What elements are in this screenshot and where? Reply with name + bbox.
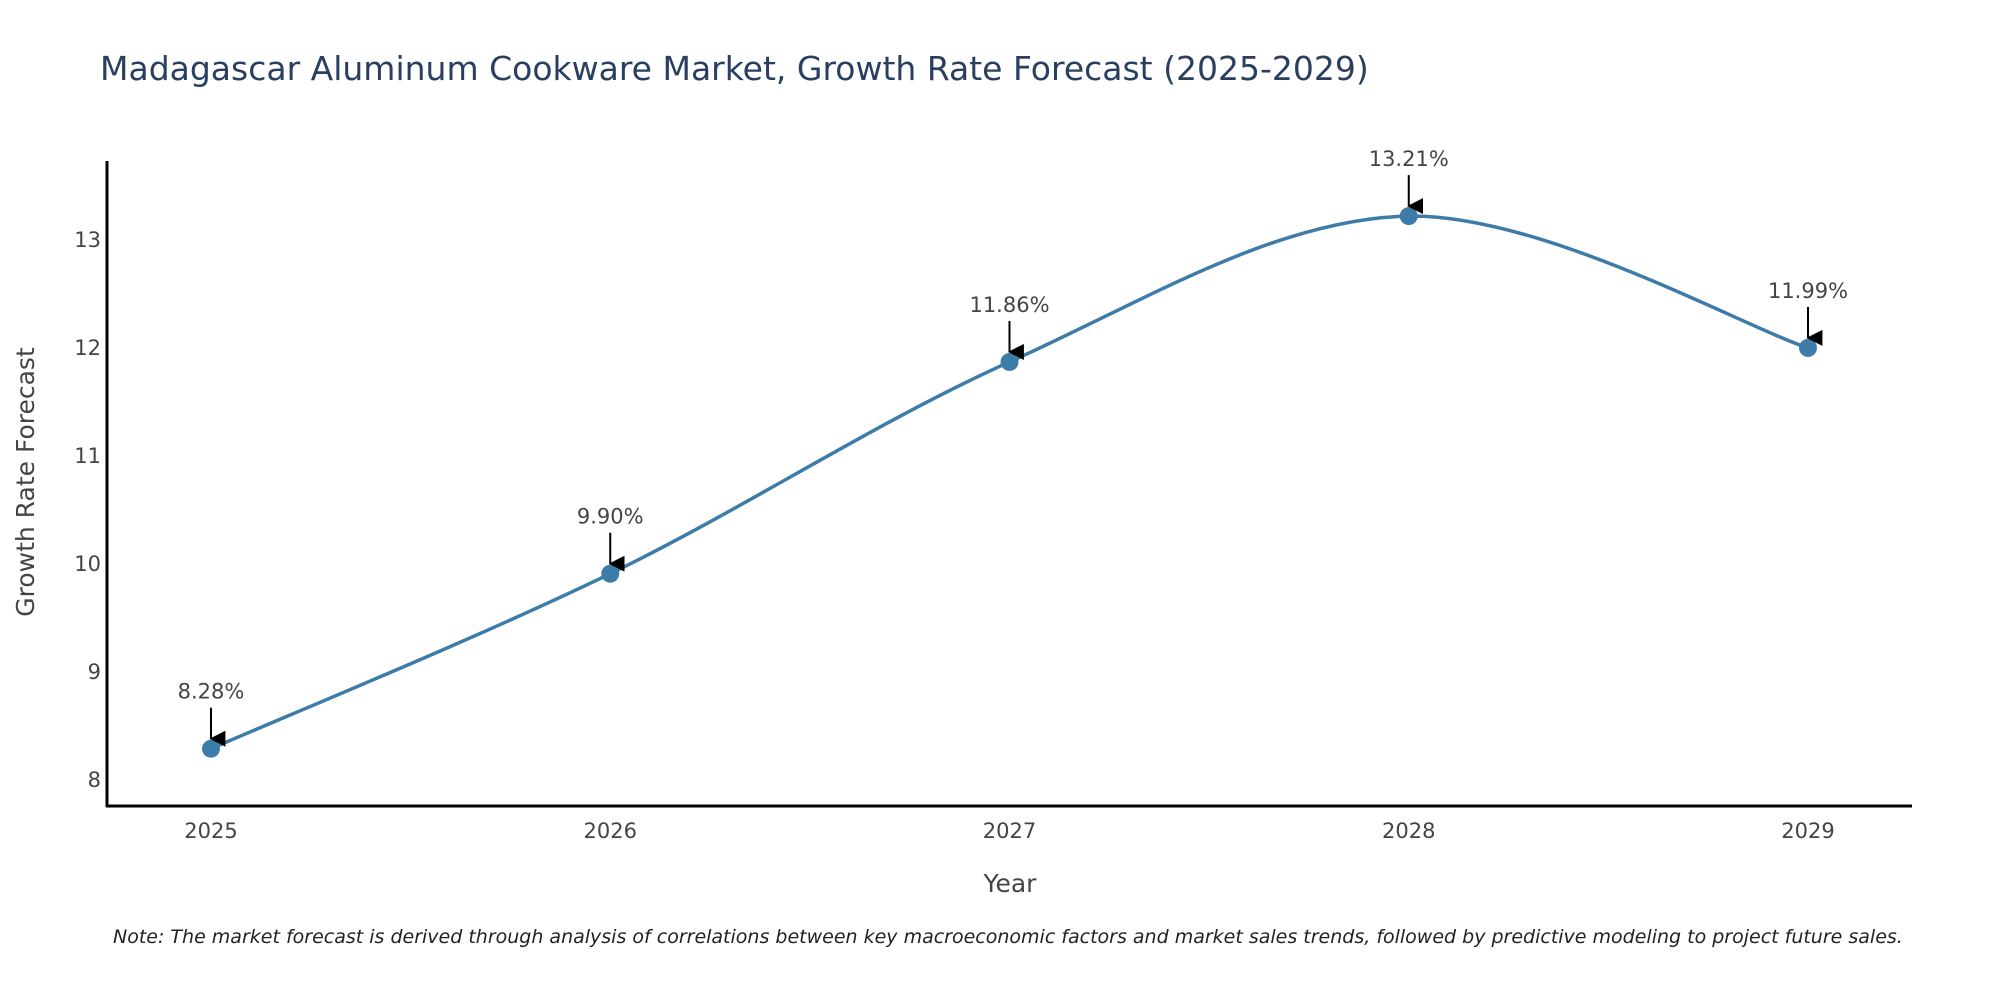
y-tick-label-1: 9 bbox=[88, 660, 101, 684]
x-tick-label-4: 2029 bbox=[1781, 819, 1834, 843]
y-tick-label-5: 13 bbox=[74, 228, 101, 252]
data-label-3: 13.21% bbox=[1369, 147, 1449, 171]
y-tick-label-4: 12 bbox=[74, 336, 101, 360]
chart-note: Note: The market forecast is derived thr… bbox=[113, 926, 1903, 948]
data-label-4: 11.99% bbox=[1768, 279, 1848, 303]
x-ticks: 2025 2026 2027 2028 2029 bbox=[184, 819, 1834, 843]
x-tick-label-0: 2025 bbox=[184, 819, 237, 843]
y-ticks: 8 9 10 11 12 13 bbox=[74, 228, 101, 792]
y-tick-label-3: 11 bbox=[74, 444, 101, 468]
chart-title: Madagascar Aluminum Cookware Market, Gro… bbox=[100, 49, 1369, 88]
data-point-1 bbox=[601, 564, 620, 583]
data-annotations: 8.28% 9.90% 11.86% 13.21% 11.99% bbox=[178, 147, 1848, 747]
data-points bbox=[202, 207, 1817, 758]
x-tick-label-1: 2026 bbox=[584, 819, 637, 843]
x-tick-label-2: 2027 bbox=[983, 819, 1036, 843]
y-tick-label-2: 10 bbox=[74, 552, 101, 576]
data-label-2: 11.86% bbox=[969, 293, 1049, 317]
y-axis-title: Growth Rate Forecast bbox=[11, 347, 40, 617]
data-point-2 bbox=[1000, 352, 1019, 371]
data-point-4 bbox=[1799, 338, 1817, 357]
x-axis-title: Year bbox=[983, 869, 1038, 898]
x-tick-label-3: 2028 bbox=[1382, 819, 1435, 843]
y-tick-label-0: 8 bbox=[88, 768, 101, 792]
data-point-0 bbox=[202, 739, 220, 758]
data-label-0: 8.28% bbox=[178, 680, 245, 704]
data-point-3 bbox=[1399, 207, 1418, 226]
data-label-1: 9.90% bbox=[577, 505, 644, 529]
